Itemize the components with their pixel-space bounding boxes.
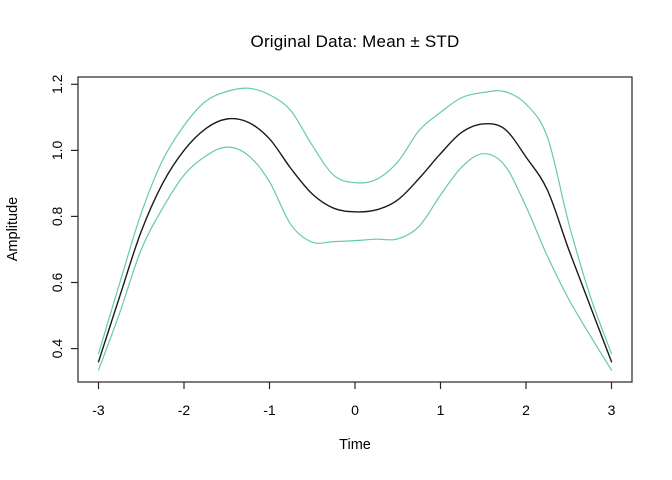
x-tick-label: -2 <box>178 402 191 418</box>
plot-area: -3 -2 -1 0 1 2 3 0.4 0.6 0.8 1.0 1.2 <box>49 74 633 418</box>
x-tick-label: 2 <box>522 402 530 418</box>
y-tick-label: 1.2 <box>49 74 65 94</box>
y-tick-label: 0.8 <box>49 206 65 226</box>
x-axis-label: Time <box>339 437 371 453</box>
y-tick-label: 0.4 <box>49 339 65 359</box>
y-tick-label: 1.0 <box>49 140 65 160</box>
x-tick-label: 3 <box>608 402 616 418</box>
mean_plus_std-curve <box>97 87 613 355</box>
mean-curve <box>97 117 613 363</box>
x-tick-label: -1 <box>263 402 276 418</box>
x-tick-label: 0 <box>351 402 359 418</box>
chart-title: Original Data: Mean ± STD <box>251 32 460 51</box>
x-tick-label: 1 <box>437 402 445 418</box>
x-tick-label: -3 <box>92 402 105 418</box>
y-axis-label: Amplitude <box>5 197 21 261</box>
y-tick-label: 0.6 <box>49 273 65 293</box>
plot-box <box>77 76 633 383</box>
mean_minus_std-curve <box>97 146 613 371</box>
